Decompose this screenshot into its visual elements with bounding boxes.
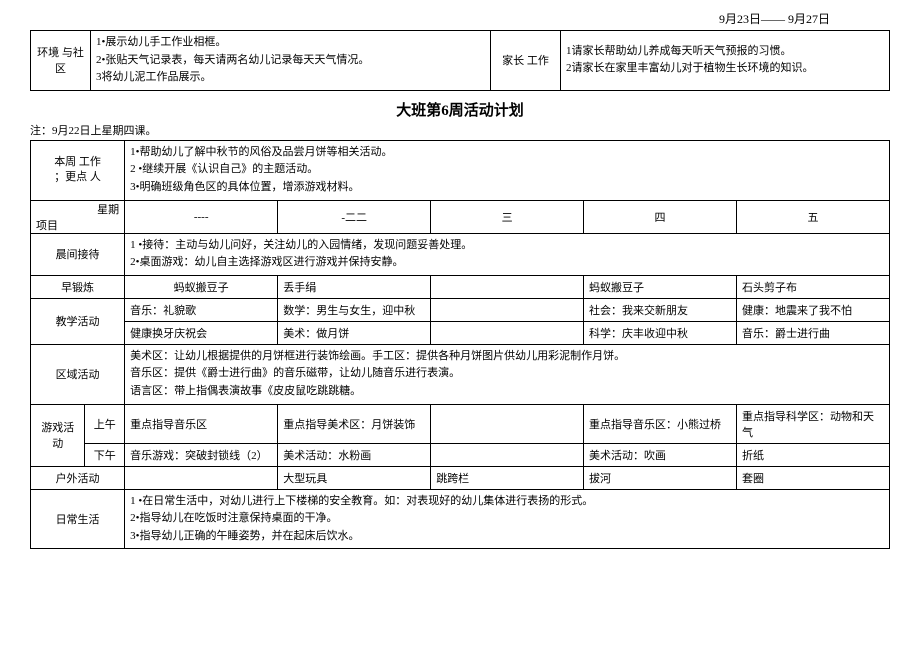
game-cell: 音乐游戏：突破封锁线（2） <box>125 443 278 466</box>
outdoor-cell: 大型玩具 <box>278 466 431 489</box>
game-cell: 重点指导科学区：动物和天气 <box>736 404 889 443</box>
game-label: 游戏活动 <box>31 404 85 466</box>
teach-cell: 音乐：礼貌歌 <box>125 298 278 321</box>
ex-cell: 丢手绢 <box>278 275 431 298</box>
area-content: 美术区：让幼儿根据提供的月饼框进行装饰绘画。手工区：提供各种月饼图片供幼儿用彩泥… <box>125 344 890 404</box>
game-cell: 美术活动：吹画 <box>583 443 736 466</box>
schedule-note: 注：9月22日上星期四课。 <box>30 122 890 138</box>
ex-cell <box>431 275 584 298</box>
parent-content: 1请家长帮助幼儿养成每天听天气预报的习惯。 2请家长在家里丰富幼儿对于植物生长环… <box>561 31 890 91</box>
plan-title: 大班第6周活动计划 <box>30 99 890 120</box>
daily-life-label: 日常生活 <box>31 489 125 549</box>
am-label: 上午 <box>85 404 125 443</box>
focus-item: 3•明确班级角色区的具体位置，增添游戏材料。 <box>130 179 884 197</box>
day-header: ---- <box>125 200 278 233</box>
outdoor-cell: 套圈 <box>736 466 889 489</box>
weekly-focus-content: 1•帮助幼儿了解中秋节的风俗及品尝月饼等相关活动。 2 •继续开展《认识自己》的… <box>125 140 890 200</box>
outdoor-cell: 拔河 <box>583 466 736 489</box>
corner-cell: 星期 项目 <box>31 200 125 233</box>
env-label: 环境 与社区 <box>31 31 91 91</box>
parent-item: 1请家长帮助幼儿养成每天听天气预报的习惯。 <box>566 43 884 61</box>
focus-item: 2 •继续开展《认识自己》的主题活动。 <box>130 161 884 179</box>
teach-cell <box>431 298 584 321</box>
pm-label: 下午 <box>85 443 125 466</box>
day-header: -二二 <box>278 200 431 233</box>
outdoor-cell: 跳跨栏 <box>431 466 584 489</box>
teach-cell: 健康：地震来了我不怕 <box>736 298 889 321</box>
focus-label-2: ；更点 人 <box>54 171 101 183</box>
game-cell: 重点指导美术区：月饼装饰 <box>278 404 431 443</box>
env-parent-table: 环境 与社区 1•展示幼儿手工作业相框。 2•张贴天气记录表，每天请两名幼儿记录… <box>30 30 890 91</box>
env-content: 1•展示幼儿手工作业相框。 2•张贴天气记录表，每天请两名幼儿记录每天天气情况。… <box>91 31 491 91</box>
game-cell: 重点指导音乐区 <box>125 404 278 443</box>
ex-cell: 蚂蚁搬豆子 <box>125 275 278 298</box>
day-header: 四 <box>583 200 736 233</box>
day-header: 三 <box>431 200 584 233</box>
env-item: 1•展示幼儿手工作业相框。 <box>96 34 485 52</box>
outdoor-cell <box>125 466 278 489</box>
ex-cell: 蚂蚁搬豆子 <box>583 275 736 298</box>
weekday-label: 星期 <box>36 201 119 217</box>
weekly-focus-label: 本周 工作 ；更点 人 <box>31 140 125 200</box>
teach-cell: 美术：做月饼 <box>278 321 431 344</box>
focus-item: 1•帮助幼儿了解中秋节的风俗及品尝月饼等相关活动。 <box>130 144 884 162</box>
parent-item: 2请家长在家里丰富幼儿对于植物生长环境的知识。 <box>566 60 884 78</box>
area-label: 区域活动 <box>31 344 125 404</box>
game-cell <box>431 443 584 466</box>
env-item: 2•张贴天气记录表，每天请两名幼儿记录每天天气情况。 <box>96 52 485 70</box>
parent-label: 家长 工作 <box>491 31 561 91</box>
main-schedule-table: 本周 工作 ；更点 人 1•帮助幼儿了解中秋节的风俗及品尝月饼等相关活动。 2 … <box>30 140 890 550</box>
teach-cell: 科学：庆丰收迎中秋 <box>583 321 736 344</box>
teach-cell: 社会：我来交新朋友 <box>583 298 736 321</box>
daily-life-content: 1 •在日常生活中，对幼儿进行上下楼梯的安全教育。如：对表现好的幼儿集体进行表扬… <box>125 489 890 549</box>
project-label: 项目 <box>36 217 119 233</box>
game-cell: 折纸 <box>736 443 889 466</box>
game-cell: 重点指导音乐区：小熊过桥 <box>583 404 736 443</box>
reception-label: 晨间接待 <box>31 233 125 275</box>
date-range: 9月23日—— 9月27日 <box>30 10 890 27</box>
morning-ex-label: 早锻炼 <box>31 275 125 298</box>
focus-label-1: 本周 工作 <box>54 156 101 168</box>
teach-cell <box>431 321 584 344</box>
reception-content: 1 •接待：主动与幼儿问好，关注幼儿的入园情绪，发现问题妥善处理。 2•桌面游戏… <box>125 233 890 275</box>
day-header: 五 <box>736 200 889 233</box>
env-item: 3将幼儿泥工作品展示。 <box>96 69 485 87</box>
ex-cell: 石头剪子布 <box>736 275 889 298</box>
teaching-label: 教学活动 <box>31 298 125 344</box>
teach-cell: 音乐：爵士进行曲 <box>736 321 889 344</box>
game-cell: 美术活动：水粉画 <box>278 443 431 466</box>
outdoor-label: 户外活动 <box>31 466 125 489</box>
game-cell <box>431 404 584 443</box>
teach-cell: 健康换牙庆祝会 <box>125 321 278 344</box>
teach-cell: 数学：男生与女生，迎中秋 <box>278 298 431 321</box>
